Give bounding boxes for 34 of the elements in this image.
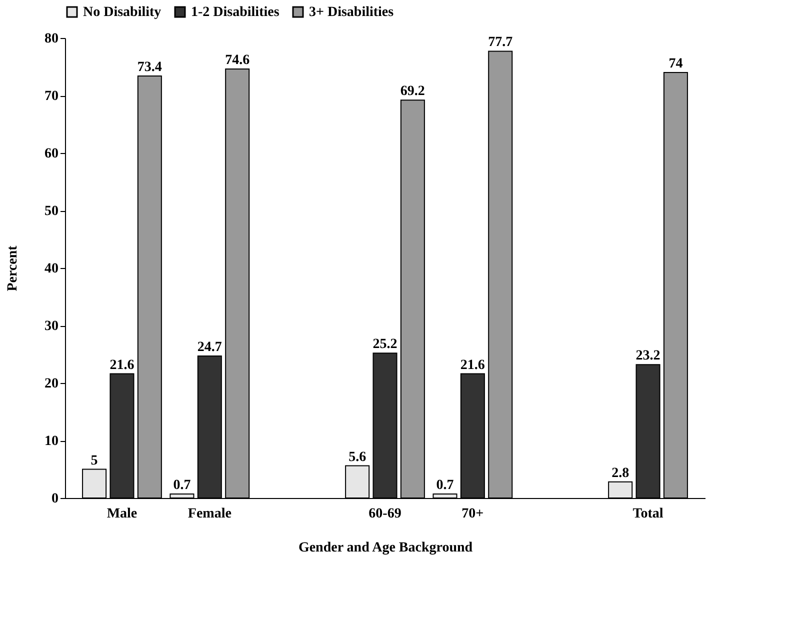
y-tick-label: 70 <box>44 89 58 104</box>
x-tick-label: Total <box>632 506 664 522</box>
x-tick-label: Female <box>188 506 232 522</box>
y-tick-label: 0 <box>52 492 58 506</box>
y-tick-label: 10 <box>44 434 58 449</box>
y-tick-label: 20 <box>44 376 58 392</box>
x-axis-title: Gender and Age Background <box>298 540 473 556</box>
data-label: 21.6 <box>110 358 134 373</box>
data-label: 74 <box>668 56 683 72</box>
legend-label: No Disability <box>83 5 162 20</box>
y-tick-label: 80 <box>44 32 58 46</box>
x-tick-label: Male <box>106 506 138 522</box>
data-label: 2.8 <box>612 466 630 481</box>
data-label: 5 <box>90 453 98 468</box>
y-tick-label: 30 <box>44 319 58 334</box>
legend-label: 3+ Disabilities <box>309 5 394 20</box>
data-label: 21.6 <box>460 358 485 373</box>
y-tick-label: 50 <box>44 204 58 219</box>
data-label: 5.6 <box>348 450 366 465</box>
x-tick-label: 60-69 <box>368 506 402 522</box>
data-label: 25.2 <box>372 337 398 352</box>
y-tick-label: 40 <box>44 262 58 276</box>
data-label: 73.4 <box>137 60 162 75</box>
data-label: 77.7 <box>488 35 513 50</box>
data-label: 69.2 <box>400 84 425 100</box>
data-label: 0.7 <box>436 478 454 493</box>
data-label: 74.6 <box>225 53 250 68</box>
x-tick-label: 70+ <box>462 506 484 522</box>
y-tick-label: 60 <box>44 146 58 162</box>
data-label: 23.2 <box>636 348 660 364</box>
data-label: 0.7 <box>173 478 191 493</box>
data-label: 24.7 <box>197 340 222 355</box>
y-axis-title: Percent <box>6 245 20 292</box>
legend-label: 1-2 Disabilities <box>191 5 280 20</box>
